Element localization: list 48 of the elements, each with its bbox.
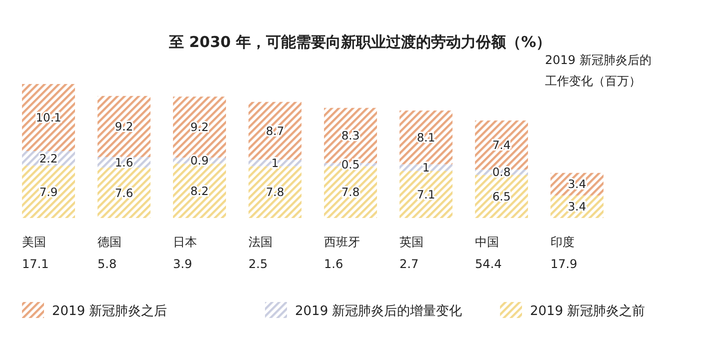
bar — [98, 168, 150, 218]
data-label: 7.6 — [114, 186, 134, 200]
x-tick-label: 中国 54.4 — [475, 235, 502, 271]
x-tick-label: 印度 17.9 — [550, 235, 578, 271]
data-label: 9.2 — [190, 120, 209, 134]
data-label: 0.5 — [341, 158, 360, 172]
data-label: 10.1 — [36, 110, 62, 124]
data-label: 1 — [271, 156, 279, 170]
data-label: 8.1 — [416, 130, 436, 144]
data-label: 3.4 — [568, 200, 586, 214]
x-tick-label: 日本 3.9 — [173, 235, 197, 271]
data-label: 3.4 — [568, 177, 586, 192]
legend-label: 2019 新冠肺炎后的增量变化 — [295, 304, 462, 319]
bar — [248, 102, 302, 160]
x-tick-label: 英国 2.7 — [400, 235, 424, 271]
legend-label: 2019 新冠肺炎之后 — [52, 304, 168, 319]
x-tick-label: 西班牙 1.6 — [324, 235, 360, 271]
data-label: 7.9 — [39, 184, 58, 199]
x-tick-label: 德国 5.8 — [98, 235, 122, 271]
data-label: 6.5 — [492, 189, 511, 204]
data-label: 0.9 — [190, 154, 209, 168]
legend-label: 2019 新冠肺炎之前 — [530, 304, 646, 319]
bar — [248, 166, 302, 218]
data-label: 8.7 — [266, 124, 284, 138]
data-label: 1.6 — [114, 155, 134, 170]
chart-title: 至 2030 年，可能需要向新职业过渡的劳动力份额（%） — [168, 33, 552, 51]
data-label: 7.8 — [266, 185, 284, 200]
bar — [400, 110, 452, 164]
bar — [173, 96, 226, 158]
data-label: 1 — [422, 160, 430, 175]
data-label: 7.4 — [492, 138, 511, 152]
bar — [22, 84, 75, 151]
data-label: 7.1 — [416, 187, 436, 202]
bar — [400, 170, 452, 218]
data-label: 0.8 — [492, 165, 511, 180]
data-label: 8.2 — [190, 184, 209, 198]
bar — [22, 166, 75, 218]
x-tick-label: 美国 17.1 — [22, 235, 49, 271]
bar — [248, 160, 302, 166]
data-label: 7.8 — [341, 185, 360, 200]
text: 2019 新冠肺炎后的 — [545, 53, 652, 67]
annotation: 工作变化（百万） — [545, 74, 641, 88]
bar — [98, 96, 150, 157]
bar — [173, 164, 226, 218]
data-label: 2.2 — [39, 151, 58, 166]
data-label: 9.2 — [114, 119, 134, 134]
data-label: 8.3 — [341, 128, 360, 142]
x-tick-label: 法国 2.5 — [248, 235, 272, 271]
